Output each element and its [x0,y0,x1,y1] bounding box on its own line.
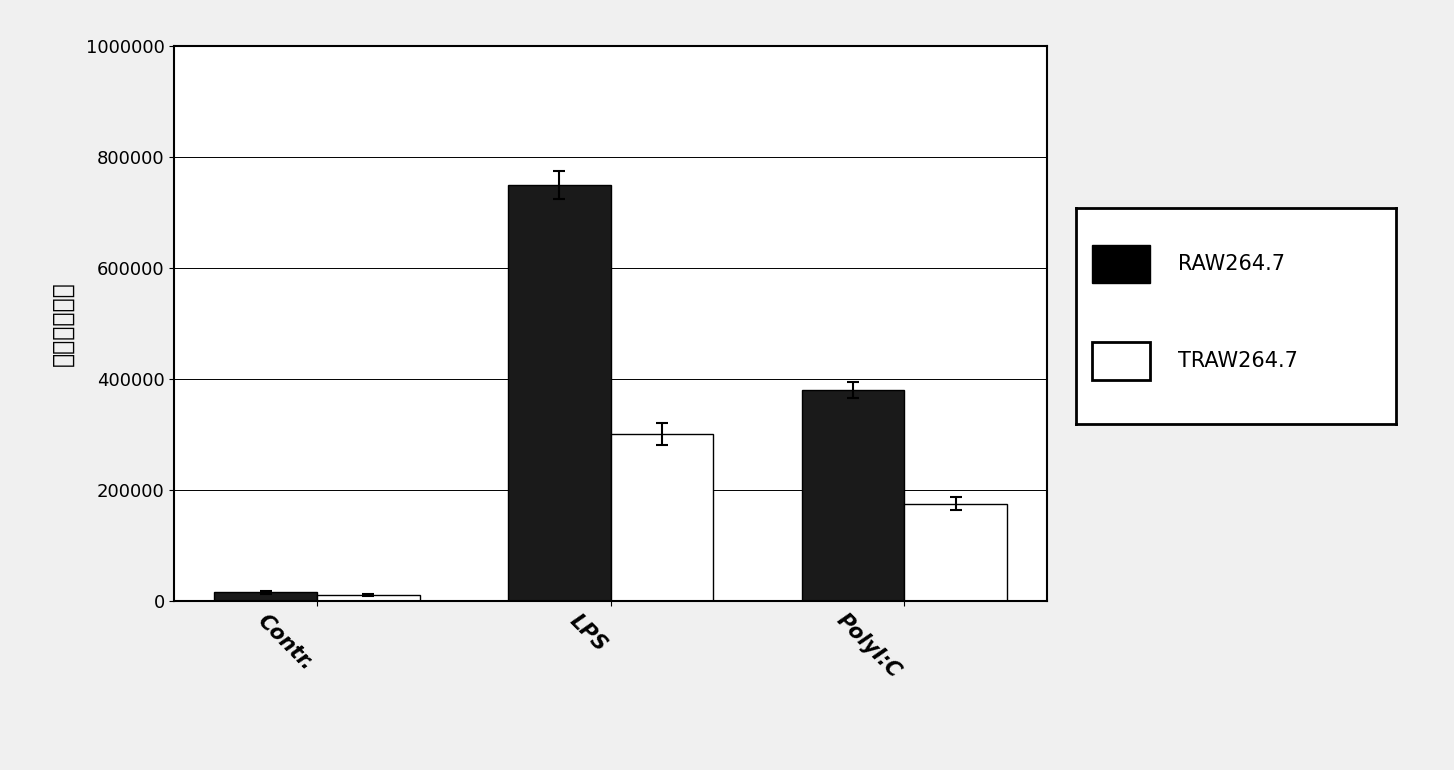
Bar [801,390,904,601]
Y-axis label: 化学发光强度: 化学发光强度 [51,281,74,366]
Bar [904,504,1008,601]
Text: TRAW264.7: TRAW264.7 [1178,351,1298,371]
Bar [214,592,317,601]
FancyBboxPatch shape [1092,342,1150,380]
FancyBboxPatch shape [1092,245,1150,283]
Bar [507,185,611,601]
Bar [317,595,420,601]
Bar [611,434,714,601]
Text: RAW264.7: RAW264.7 [1178,254,1285,274]
